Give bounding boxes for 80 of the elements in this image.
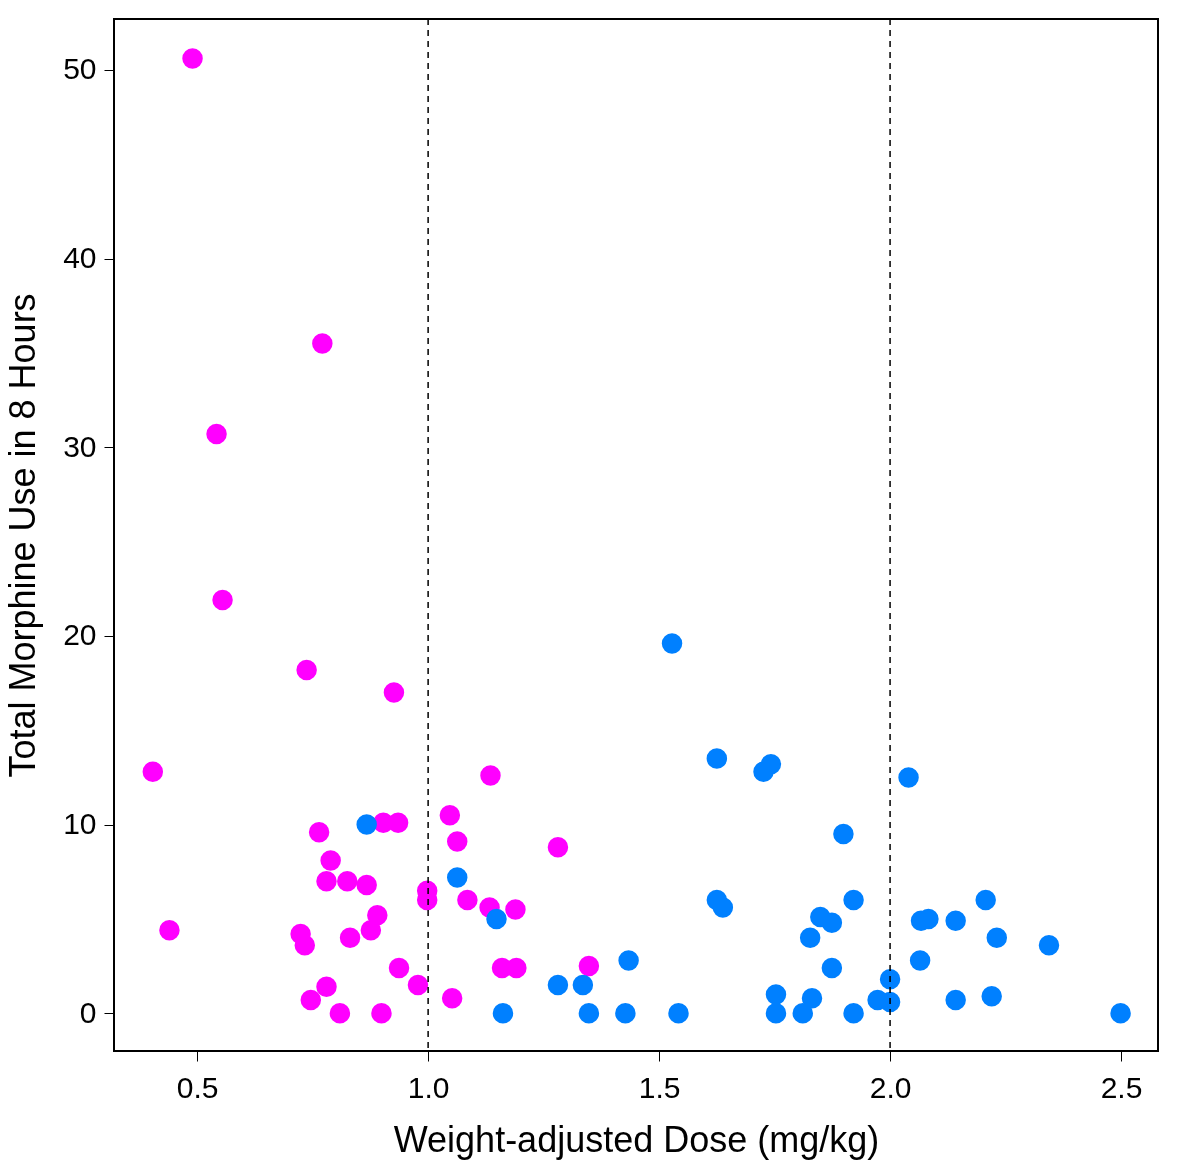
point <box>909 950 931 971</box>
point <box>712 897 734 918</box>
point <box>821 912 843 933</box>
point <box>833 823 854 845</box>
point <box>296 659 317 681</box>
point <box>480 765 501 786</box>
y-tick-label: 50 <box>63 52 97 86</box>
point <box>945 910 966 932</box>
point <box>547 974 569 996</box>
point <box>212 589 233 611</box>
point <box>753 761 774 782</box>
point <box>339 927 361 949</box>
point <box>618 950 639 971</box>
point <box>360 920 382 941</box>
point <box>578 955 600 977</box>
point <box>506 957 527 979</box>
point <box>661 633 683 654</box>
point <box>446 831 468 852</box>
point <box>457 889 478 911</box>
point <box>439 804 461 826</box>
point <box>843 889 864 911</box>
point <box>371 1003 392 1024</box>
point <box>320 850 341 871</box>
y-tick-label: 0 <box>79 995 97 1029</box>
point <box>945 989 966 1011</box>
x-tick-label: 0.5 <box>176 1070 219 1104</box>
point <box>312 333 333 354</box>
point <box>547 837 569 858</box>
y-tick-label: 10 <box>63 807 97 841</box>
point <box>706 748 728 769</box>
point <box>329 1003 351 1024</box>
point <box>492 1003 514 1024</box>
x-tick-label: 1.0 <box>407 1070 450 1104</box>
point <box>578 1003 600 1024</box>
x-tick-label: 1.5 <box>638 1070 681 1104</box>
point <box>373 812 394 833</box>
point <box>316 870 337 892</box>
x-tick-label: 2.5 <box>1100 1070 1143 1104</box>
y-tick-label: 40 <box>63 241 97 275</box>
y-tick-label: 20 <box>63 618 97 652</box>
point <box>615 1003 636 1024</box>
point <box>206 423 227 445</box>
point <box>843 1003 864 1024</box>
point <box>182 48 203 69</box>
point <box>1110 1003 1131 1024</box>
point <box>356 874 377 896</box>
point <box>337 870 358 892</box>
point <box>505 899 526 920</box>
point <box>308 821 330 843</box>
point <box>1038 935 1060 956</box>
point <box>300 989 322 1011</box>
point <box>792 1003 814 1024</box>
point <box>486 908 507 930</box>
point <box>356 814 377 835</box>
point <box>821 957 843 979</box>
point <box>446 867 468 888</box>
point <box>765 984 787 1005</box>
point <box>799 927 821 949</box>
point <box>981 986 1002 1007</box>
point <box>142 761 164 782</box>
point <box>407 974 429 996</box>
point <box>668 1003 689 1024</box>
point <box>975 889 996 911</box>
point <box>316 976 337 998</box>
point <box>572 974 594 996</box>
point <box>801 987 823 1009</box>
point <box>441 987 463 1009</box>
point <box>986 927 1008 949</box>
point <box>388 957 410 979</box>
point <box>294 935 316 956</box>
point <box>898 767 919 788</box>
point <box>879 991 901 1013</box>
point <box>383 682 405 703</box>
point <box>879 969 901 990</box>
y-tick-label: 30 <box>63 429 97 463</box>
point <box>765 1003 787 1024</box>
y-axis-title: Total Morphine Use in 8 Hours <box>2 293 44 778</box>
x-tick-label: 2.0 <box>869 1070 912 1104</box>
point <box>159 920 180 941</box>
x-axis-title: Weight-adjusted Dose (mg/kg) <box>393 1118 880 1160</box>
